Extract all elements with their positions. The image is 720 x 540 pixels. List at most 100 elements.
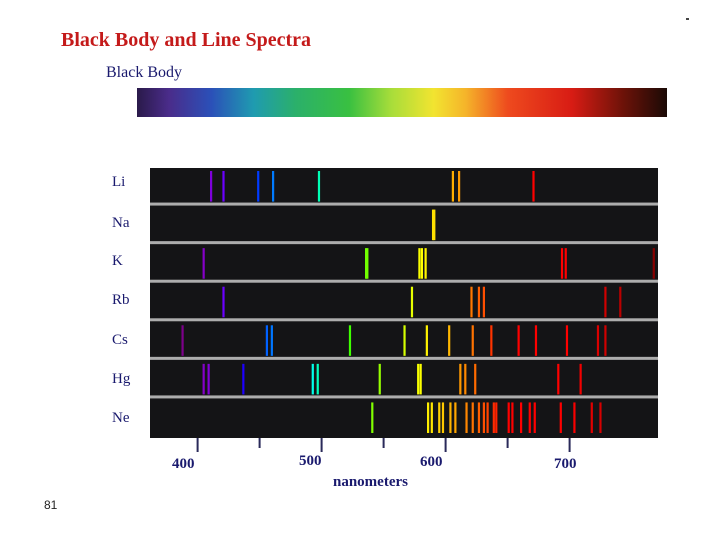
- spectral-line-li: [272, 171, 275, 202]
- spectral-line-cs: [604, 325, 607, 356]
- spectra-background: [150, 168, 658, 438]
- spectral-line-ne: [559, 402, 562, 433]
- spectral-line-hg: [474, 363, 477, 395]
- axis-tick-450: [258, 438, 261, 448]
- black-body-spectrum: [137, 88, 667, 117]
- spectral-line-cs: [448, 325, 451, 356]
- slide-title: Black Body and Line Spectra: [61, 29, 312, 51]
- axis-tick-700: [568, 438, 571, 452]
- spectral-line-rb: [604, 286, 607, 318]
- corner-mark: [686, 18, 689, 20]
- spectral-line-cs: [425, 325, 428, 356]
- spectral-line-cs: [534, 325, 538, 356]
- spectral-line-na: [431, 209, 435, 241]
- spectral-line-ne: [471, 402, 474, 433]
- spectral-line-ne: [371, 402, 374, 433]
- spectral-line-hg: [417, 363, 420, 395]
- spectral-line-k: [366, 248, 369, 279]
- spectral-line-k: [202, 248, 205, 279]
- spectral-line-hg: [316, 363, 319, 395]
- spectral-line-li: [210, 171, 213, 202]
- spectral-line-rb: [477, 286, 481, 318]
- spectral-line-ne: [465, 402, 468, 433]
- spectral-line-hg: [459, 363, 462, 395]
- element-label-hg: Hg: [112, 371, 131, 387]
- spectral-line-cs: [471, 325, 474, 356]
- element-label-cs: Cs: [112, 332, 128, 348]
- element-label-k: K: [112, 253, 123, 269]
- spectral-line-li: [451, 171, 454, 202]
- axis-tick-400: [196, 438, 199, 452]
- axis-tick-550: [382, 438, 385, 448]
- spectral-line-rb: [482, 286, 485, 318]
- row-separator: [150, 202, 658, 206]
- wavelength-axis: [196, 438, 571, 452]
- spectral-line-k: [564, 248, 567, 279]
- spectral-line-ne: [438, 402, 441, 433]
- spectral-line-ne: [430, 402, 433, 433]
- spectral-line-ne: [482, 402, 485, 433]
- tick-label-700: 700: [554, 456, 577, 472]
- spectral-line-k: [652, 248, 655, 279]
- row-separator: [150, 356, 658, 360]
- spectral-line-hg: [311, 363, 314, 395]
- spectral-line-ne: [477, 402, 481, 433]
- page-number: 81: [44, 498, 58, 512]
- tick-label-600: 600: [420, 454, 443, 470]
- spectral-line-cs: [270, 325, 273, 356]
- spectral-line-hg: [579, 363, 582, 395]
- row-separator: [150, 279, 658, 283]
- spectral-line-ne: [507, 402, 510, 433]
- spectral-line-hg: [378, 363, 381, 395]
- element-label-rb: Rb: [112, 292, 130, 308]
- spectral-line-cs: [181, 325, 184, 356]
- spectral-line-ne: [495, 402, 498, 433]
- axis-tick-600: [444, 438, 447, 452]
- spectral-line-rb: [222, 286, 225, 318]
- spectral-line-k: [365, 248, 368, 279]
- tick-label-400: 400: [172, 456, 195, 472]
- spectral-line-ne: [533, 402, 536, 433]
- spectral-line-ne: [449, 402, 452, 433]
- spectral-line-li: [532, 171, 535, 202]
- spectral-line-ne: [486, 402, 489, 433]
- spectral-line-cs: [490, 325, 493, 356]
- element-label-na: Na: [112, 215, 130, 231]
- element-label-li: Li: [112, 174, 126, 190]
- spectral-line-ne: [511, 402, 514, 433]
- black-body-label: Black Body: [106, 64, 182, 81]
- spectral-line-li: [317, 171, 321, 202]
- spectral-line-na: [433, 209, 436, 241]
- spectral-line-li: [458, 171, 461, 202]
- spectral-line-k: [560, 248, 564, 279]
- spectral-line-rb: [619, 286, 622, 318]
- spectral-line-hg: [207, 363, 210, 395]
- spectral-line-k: [420, 248, 423, 279]
- spectral-line-ne: [528, 402, 531, 433]
- spectral-line-ne: [492, 402, 495, 433]
- element-label-ne: Ne: [112, 410, 130, 426]
- row-separator: [150, 395, 658, 399]
- spectral-line-cs: [348, 325, 352, 356]
- axis-tick-500: [320, 438, 323, 452]
- spectral-line-cs: [403, 325, 406, 356]
- spectral-line-li: [222, 171, 225, 202]
- spectral-line-cs: [596, 325, 600, 356]
- spectral-line-cs: [265, 325, 268, 356]
- spectral-line-ne: [454, 402, 457, 433]
- row-separator: [150, 241, 658, 245]
- spectral-line-ne: [441, 402, 445, 433]
- spectral-line-hg: [464, 363, 467, 395]
- tick-label-500: 500: [299, 453, 322, 469]
- spectral-line-hg: [557, 363, 560, 395]
- spectral-line-k: [418, 248, 421, 279]
- spectral-line-ne: [573, 402, 576, 433]
- line-spectra-panel: [150, 168, 658, 438]
- spectral-line-rb: [470, 286, 473, 318]
- spectral-line-ne: [427, 402, 430, 433]
- spectral-line-ne: [520, 402, 523, 433]
- spectral-line-cs: [517, 325, 520, 356]
- spectral-line-hg: [202, 363, 205, 395]
- spectral-line-ne: [590, 402, 593, 433]
